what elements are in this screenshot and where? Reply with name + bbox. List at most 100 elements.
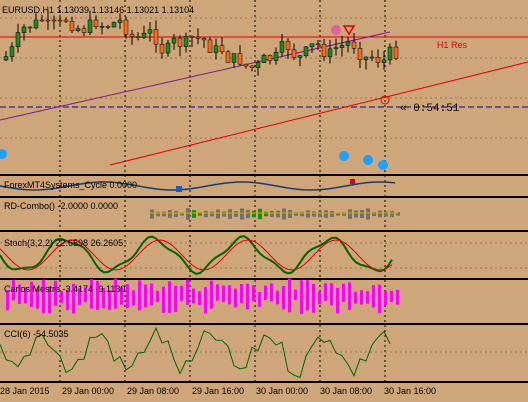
rdcombo-bar [222,211,226,217]
candle-body [243,63,249,67]
cycle-marker [350,179,355,184]
candle-body [357,47,363,61]
carlos-bar [30,281,33,307]
carlos-bar [378,284,381,314]
rdcombo-bar [336,212,340,216]
candle-body [285,41,291,50]
carlos-bar [144,284,147,308]
rdcombo-bar [168,210,172,218]
carlos-bar [258,291,261,307]
rdcombo-bar [384,211,388,217]
carlos-bar [18,284,21,304]
carlos-bar [252,285,255,302]
carlos-bar [354,291,357,304]
rdcombo-bar [216,209,220,219]
time-label: 30 Jan 16:00 [384,386,437,396]
candle-body [237,53,243,65]
carlos-bar [168,281,171,313]
candle-body [183,35,189,47]
carlos-bar [36,288,39,309]
rdcombo-bar [306,210,310,218]
candle-body [219,45,225,53]
carlos-bar [390,290,393,303]
carlos-bar [360,290,363,305]
candle-body [393,46,399,59]
carlos-bar [12,280,15,301]
carlos-bar [342,283,345,303]
cycle-marker [176,186,182,192]
candle-body [117,19,123,23]
pane-separator [0,196,528,198]
rdcombo-bar [162,211,166,217]
rdcombo-bar [300,211,304,217]
carlos-bar [336,287,339,314]
carlos-bar [264,285,267,301]
carlos-bar [90,279,93,309]
carlos-bar [312,284,315,313]
carlos-bar [174,285,177,313]
current-price-marker [380,95,390,105]
carlos-bar [138,280,141,311]
candle-body [3,56,9,61]
signal-dot [339,151,349,161]
candle-body [45,19,51,22]
pane-separator [0,381,528,383]
candle-body [327,48,333,57]
carlos-bar [234,288,237,308]
candle-body [381,59,387,63]
time-label: 29 Jan 00:00 [62,386,115,396]
rdcombo-bar [360,210,364,218]
rdcombo-bar [354,210,358,218]
carlos-bar [318,291,321,305]
rdcombo-bar [156,211,160,217]
candle-body [81,28,87,33]
candle-body [93,19,99,28]
carlos-bar [72,283,75,314]
candle-body [129,33,135,37]
carlos-bar [240,284,243,304]
carlos-bar [186,279,189,305]
candle-body [363,56,369,61]
candle-countdown: « 0:54:51 [400,103,460,115]
candle-body [189,35,195,38]
candle-body [309,43,315,48]
carlos-bar [372,285,375,308]
carlos-bar [276,290,279,305]
candle-body [267,54,273,61]
indicator-label-carlos: Carlos Mestre -3.4174 -9.1130 [4,284,126,294]
carlos-bar [66,290,69,311]
rdcombo-bar [366,208,370,220]
rdcombo-bar [270,210,274,218]
candle-body [69,21,75,31]
carlos-bar [366,291,369,304]
pane-separator [0,230,528,232]
rdcombo-bar [372,212,376,216]
indicator-label-rdcombo: RD-Combo() -2.0000 0.0000 [4,201,119,211]
carlos-bar [162,286,165,313]
candle-body [195,36,201,39]
carlos-bar [294,289,297,301]
candle-body [375,57,381,63]
candle-body [27,26,33,29]
carlos-bar [48,286,51,314]
carlos-bar [54,280,57,306]
rdcombo-bar [210,211,214,217]
candle-body [213,45,219,53]
carlos-bar [126,284,129,308]
carlos-bar [78,288,81,305]
candle-body [57,19,63,22]
pane-separator [0,323,528,325]
candle-body [51,19,57,22]
candle-body [141,32,147,38]
rdcombo-bar [276,210,280,218]
candle-body [345,41,351,46]
rdcombo-bar [294,212,298,216]
candle-body [291,49,297,58]
candle-body [321,43,327,57]
rdcombo-bar [324,210,328,218]
carlos-bar [156,290,159,302]
carlos-bar [6,290,9,311]
candle-body [297,55,303,58]
